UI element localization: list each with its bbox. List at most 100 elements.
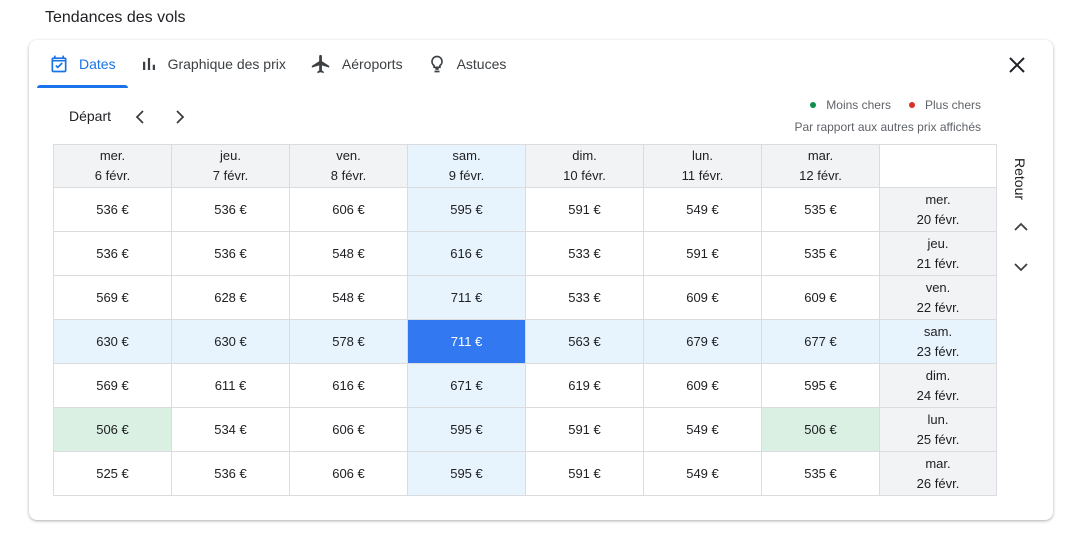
return-date: 21 févr.: [916, 255, 960, 271]
price-cell[interactable]: 563 €: [525, 319, 644, 364]
price-cell[interactable]: 535 €: [761, 231, 880, 276]
departure-prev-button[interactable]: [129, 106, 151, 128]
price-cell[interactable]: 536 €: [171, 451, 290, 496]
price-cell[interactable]: 506 €: [53, 407, 172, 452]
price-cell[interactable]: 628 €: [171, 275, 290, 320]
price-cell[interactable]: 506 €: [761, 407, 880, 452]
legend-pricier: Plus chers: [908, 98, 981, 112]
price-cell[interactable]: 606 €: [289, 187, 408, 232]
price-cell[interactable]: 533 €: [525, 275, 644, 320]
calendar-icon: [51, 55, 67, 73]
price-cell[interactable]: 549 €: [643, 407, 762, 452]
price-cell[interactable]: 569 €: [53, 363, 172, 408]
chevron-right-icon: [176, 110, 185, 124]
return-next-button[interactable]: [1014, 259, 1028, 277]
price-cell[interactable]: 595 €: [407, 187, 526, 232]
tab-airports-label: Aéroports: [341, 56, 403, 72]
price-cell[interactable]: 619 €: [525, 363, 644, 408]
return-day: lun.: [927, 411, 949, 427]
grid-corner: [879, 144, 997, 188]
departure-date: 8 févr.: [330, 168, 367, 183]
chevron-up-icon: [1014, 222, 1028, 231]
price-cell[interactable]: 711 €: [407, 319, 526, 364]
price-grid: mer. 6 févr. jeu. 7 févr. ven. 8 févr. sam. 9 f…: [53, 144, 997, 496]
price-cell[interactable]: 535 €: [761, 187, 880, 232]
price-cell[interactable]: 536 €: [171, 187, 290, 232]
departure-next-button[interactable]: [169, 106, 191, 128]
return-date-header[interactable]: mer. 20 févr.: [879, 187, 997, 232]
price-cell[interactable]: 679 €: [643, 319, 762, 364]
price-cell[interactable]: 591 €: [525, 187, 644, 232]
price-cell[interactable]: 609 €: [761, 275, 880, 320]
price-cell[interactable]: 591 €: [525, 407, 644, 452]
tab-airports[interactable]: Aéroports: [298, 40, 415, 88]
return-date: 26 févr.: [916, 475, 960, 491]
return-date-header[interactable]: sam. 23 févr.: [879, 319, 997, 364]
price-cell[interactable]: 611 €: [171, 363, 290, 408]
price-cell[interactable]: 578 €: [289, 319, 408, 364]
price-cell[interactable]: 630 €: [53, 319, 172, 364]
price-cell[interactable]: 671 €: [407, 363, 526, 408]
price-cell[interactable]: 534 €: [171, 407, 290, 452]
departure-date-header[interactable]: mer. 6 févr.: [53, 144, 172, 188]
price-cell[interactable]: 549 €: [643, 187, 762, 232]
tab-price-graph[interactable]: Graphique des prix: [128, 40, 298, 88]
price-cell[interactable]: 536 €: [53, 187, 172, 232]
price-cell[interactable]: 591 €: [643, 231, 762, 276]
price-cell[interactable]: 595 €: [761, 363, 880, 408]
departure-day: mer.: [99, 148, 126, 163]
departure-date-header[interactable]: ven. 8 févr.: [289, 144, 408, 188]
price-cell[interactable]: 609 €: [643, 275, 762, 320]
return-date: 22 févr.: [916, 299, 960, 315]
flight-trends-card: Dates Graphique des prix Aéroports Astuc…: [29, 40, 1053, 520]
return-prev-button[interactable]: [1014, 219, 1028, 237]
return-date-header[interactable]: jeu. 21 févr.: [879, 231, 997, 276]
price-cell[interactable]: 616 €: [407, 231, 526, 276]
price-cell[interactable]: 606 €: [289, 407, 408, 452]
departure-date: 7 févr.: [212, 168, 249, 183]
price-cell[interactable]: 609 €: [643, 363, 762, 408]
price-cell[interactable]: 630 €: [171, 319, 290, 364]
price-cell[interactable]: 595 €: [407, 407, 526, 452]
tab-dates-label: Dates: [79, 56, 116, 72]
return-day: ven.: [925, 279, 951, 295]
price-cell[interactable]: 677 €: [761, 319, 880, 364]
tab-dates[interactable]: Dates: [37, 40, 128, 88]
close-button[interactable]: [1002, 50, 1032, 80]
price-cell[interactable]: 711 €: [407, 275, 526, 320]
price-cell[interactable]: 536 €: [53, 231, 172, 276]
departure-date-header[interactable]: sam. 9 févr.: [407, 144, 526, 188]
price-cell[interactable]: 549 €: [643, 451, 762, 496]
price-cell[interactable]: 595 €: [407, 451, 526, 496]
green-dot-icon: [810, 102, 817, 108]
departure-date-header[interactable]: jeu. 7 févr.: [171, 144, 290, 188]
departure-date-header[interactable]: dim. 10 févr.: [525, 144, 644, 188]
return-date-header[interactable]: lun. 25 févr.: [879, 407, 997, 452]
departure-date-header[interactable]: lun. 11 févr.: [643, 144, 762, 188]
price-cell[interactable]: 536 €: [171, 231, 290, 276]
return-date: 23 févr.: [916, 343, 960, 359]
price-cell[interactable]: 535 €: [761, 451, 880, 496]
bar-chart-icon: [142, 58, 155, 70]
return-date-header[interactable]: mar. 26 févr.: [879, 451, 997, 496]
tab-price-graph-label: Graphique des prix: [167, 56, 286, 72]
return-date-header[interactable]: dim. 24 févr.: [879, 363, 997, 408]
price-cell[interactable]: 548 €: [289, 231, 408, 276]
price-cell[interactable]: 606 €: [289, 451, 408, 496]
departure-date-header[interactable]: mar. 12 févr.: [761, 144, 880, 188]
departure-label: Départ: [69, 108, 112, 124]
table-row: 536 €536 €548 €616 €533 €591 €535 € jeu. 2…: [53, 231, 997, 276]
return-date-header[interactable]: ven. 22 févr.: [879, 275, 997, 320]
return-day: sam.: [923, 323, 953, 339]
price-cell[interactable]: 525 €: [53, 451, 172, 496]
price-cell[interactable]: 533 €: [525, 231, 644, 276]
departure-date: 9 févr.: [448, 168, 485, 183]
price-cell[interactable]: 548 €: [289, 275, 408, 320]
tab-tips[interactable]: Astuces: [415, 40, 519, 88]
table-row: 569 €628 €548 €711 €533 €609 €609 € ven. 2…: [53, 275, 997, 320]
price-cell[interactable]: 569 €: [53, 275, 172, 320]
price-cell[interactable]: 591 €: [525, 451, 644, 496]
price-cell[interactable]: 616 €: [289, 363, 408, 408]
departure-day: mar.: [807, 148, 834, 163]
departure-day: sam.: [452, 148, 481, 163]
